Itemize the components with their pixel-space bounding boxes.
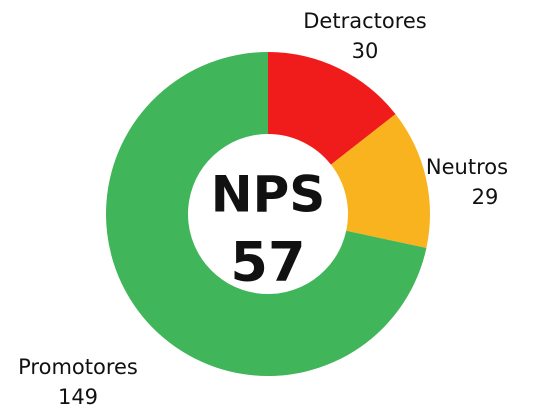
- center-title: NPS: [211, 166, 326, 224]
- donut-segment: [106, 52, 427, 377]
- segment-value: 30: [352, 39, 379, 63]
- segment-label: Detractores: [303, 9, 427, 33]
- segment-label: Promotores: [18, 355, 138, 379]
- segment-value: 149: [58, 385, 98, 409]
- segment-value: 29: [472, 185, 499, 209]
- segment-label: Neutros: [426, 155, 508, 179]
- donut-segment: [268, 52, 396, 165]
- donut-segment: [330, 114, 430, 249]
- center-value: 57: [230, 231, 305, 294]
